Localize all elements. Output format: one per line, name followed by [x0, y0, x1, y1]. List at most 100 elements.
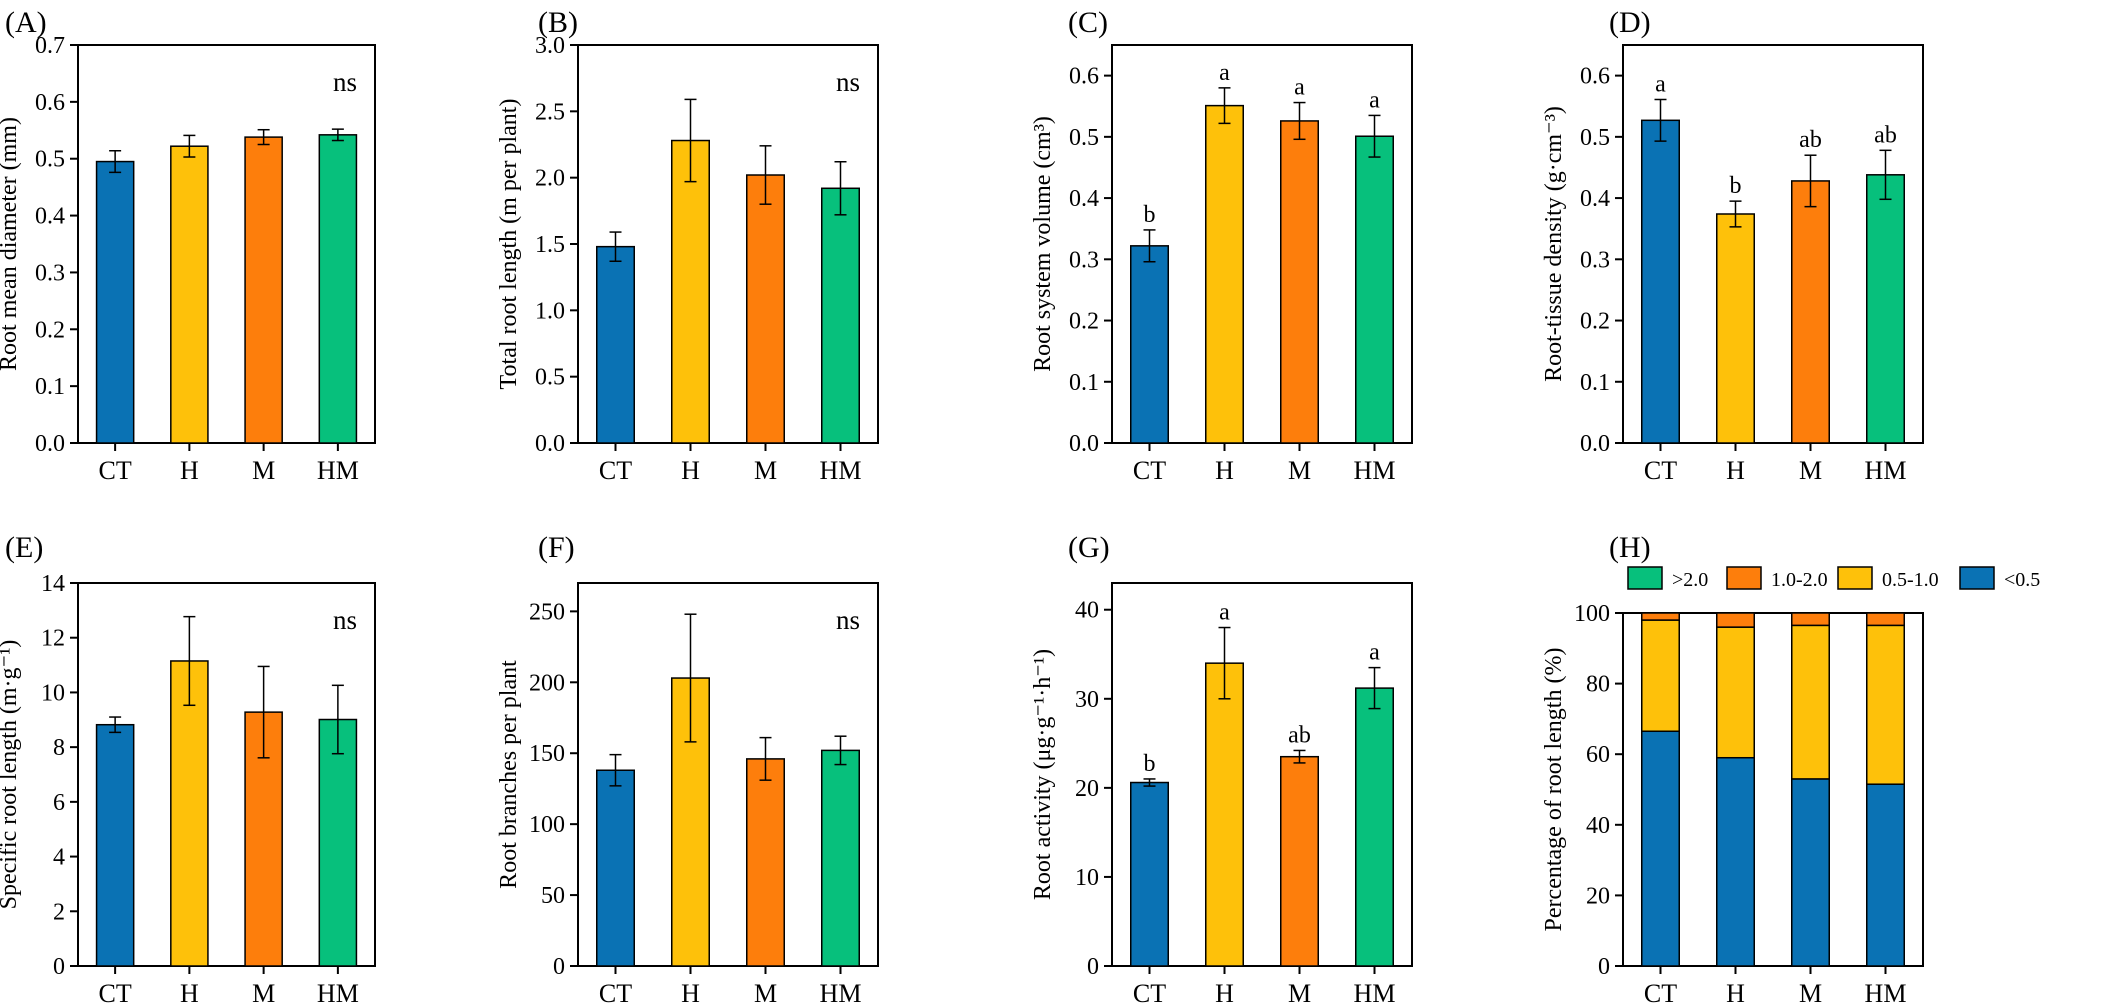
x-tick-label: HM: [820, 456, 862, 485]
bar-CT: [1130, 245, 1169, 444]
x-tick-label: H: [1726, 979, 1745, 1007]
y-axis-title: Root branches per plant: [496, 660, 522, 889]
bar-H: [170, 145, 209, 444]
x-tick-label: CT: [599, 456, 632, 485]
bar-CT: [1641, 119, 1680, 444]
panel-label: (B): [538, 6, 578, 39]
significance-letter: a: [1655, 71, 1666, 97]
ns-annotation: ns: [333, 605, 357, 635]
bar-H: [1205, 662, 1244, 967]
x-tick-label: CT: [1133, 979, 1166, 1007]
y-tick-label: 10: [41, 680, 65, 706]
y-tick-label: 0.4: [35, 204, 65, 230]
x-tick-label: M: [1799, 979, 1822, 1007]
y-tick-label: 0: [553, 954, 565, 980]
y-tick-label: 0.3: [1580, 247, 1610, 273]
x-tick-label: H: [180, 979, 199, 1007]
stack-segment-H: [1716, 612, 1755, 628]
legend-label: >2.0: [1672, 569, 1708, 591]
x-tick-label: H: [180, 456, 199, 485]
y-tick-label: 0.5: [35, 147, 65, 173]
y-axis-title: Root-tissue density (g·cm⁻³): [1541, 106, 1567, 382]
x-tick-label: H: [1215, 979, 1234, 1007]
y-axis-title: Percentage of root length (%): [1541, 648, 1567, 932]
significance-letter: a: [1369, 87, 1380, 113]
stack-segment-M: [1791, 624, 1830, 780]
significance-letter: ab: [1799, 127, 1822, 153]
y-tick-label: 40: [1586, 813, 1610, 839]
bar-HM: [1866, 174, 1905, 444]
legend-swatch: [1959, 566, 1995, 590]
stack-segment-HM: [1866, 624, 1905, 785]
plot-frame: [1622, 44, 1924, 444]
x-tick-label: CT: [1644, 979, 1677, 1007]
y-tick-label: 0.3: [35, 260, 65, 286]
y-tick-label: 0.5: [1580, 125, 1610, 151]
panel-label: (G): [1068, 531, 1110, 564]
stack-segment-HM: [1866, 612, 1905, 627]
x-tick-label: M: [252, 456, 275, 485]
y-tick-label: 1.0: [535, 298, 565, 324]
bar-CT: [596, 245, 635, 444]
x-tick-label: HM: [317, 456, 359, 485]
significance-letter: b: [1144, 202, 1156, 228]
y-tick-label: 0.1: [1069, 370, 1099, 396]
x-tick-label: CT: [99, 979, 132, 1007]
x-tick-label: M: [754, 456, 777, 485]
bar-HM: [1355, 687, 1394, 967]
x-tick-label: M: [1288, 979, 1311, 1007]
y-axis-title: Root system volume (cm³): [1030, 116, 1056, 372]
bar-HM: [318, 134, 358, 444]
legend-label: <0.5: [2004, 569, 2040, 591]
y-tick-label: 0.3: [1069, 247, 1099, 273]
y-tick-label: 0: [1087, 954, 1099, 980]
x-tick-label: CT: [1133, 456, 1166, 485]
x-tick-label: HM: [1354, 456, 1396, 485]
y-tick-label: 0.2: [1069, 309, 1099, 335]
plot-frame: [577, 582, 879, 967]
plot-frame: [77, 582, 376, 967]
significance-letter: ab: [1874, 122, 1897, 148]
panel-label: (A): [5, 6, 47, 39]
y-tick-label: 12: [41, 626, 65, 652]
stack-segment-H: [1716, 756, 1755, 967]
ns-annotation: ns: [836, 67, 860, 97]
bar-CT: [95, 160, 135, 444]
y-tick-label: 200: [529, 670, 565, 696]
y-tick-label: 0.5: [535, 365, 565, 391]
y-tick-label: 0.6: [35, 90, 65, 116]
stack-segment-CT: [1641, 730, 1680, 967]
stack-segment-CT: [1641, 619, 1680, 733]
x-tick-label: CT: [99, 456, 132, 485]
y-tick-label: 100: [1574, 601, 1610, 627]
legend-label: 1.0-2.0: [1771, 569, 1828, 591]
stack-segment-CT: [1641, 612, 1680, 621]
significance-letter: a: [1294, 75, 1305, 101]
y-tick-label: 150: [529, 741, 565, 767]
bar-M: [1280, 755, 1319, 967]
panel-label: (D): [1609, 6, 1651, 39]
y-axis-title: Root mean diameter (mm): [0, 117, 22, 371]
y-tick-label: 40: [1075, 598, 1099, 624]
bar-CT: [596, 769, 635, 967]
legend-swatch: [1627, 566, 1663, 590]
x-tick-label: H: [681, 456, 700, 485]
bar-M: [746, 174, 785, 444]
significance-letter: a: [1369, 640, 1380, 666]
panel-D: (D)0.00.10.20.30.40.50.6CT H M HMRoot-tissu…: [1541, 6, 1924, 485]
y-tick-label: 0.7: [35, 33, 65, 59]
bar-CT: [1130, 781, 1169, 967]
bar-HM: [1355, 135, 1394, 444]
y-tick-label: 2.0: [535, 166, 565, 192]
bar-H: [671, 139, 710, 444]
legend-label: 0.5-1.0: [1882, 569, 1939, 591]
x-tick-label: M: [754, 979, 777, 1007]
y-tick-label: 20: [1586, 883, 1610, 909]
bar-M: [244, 136, 283, 444]
y-tick-label: 0.1: [1580, 370, 1610, 396]
bar-M: [1280, 120, 1319, 444]
